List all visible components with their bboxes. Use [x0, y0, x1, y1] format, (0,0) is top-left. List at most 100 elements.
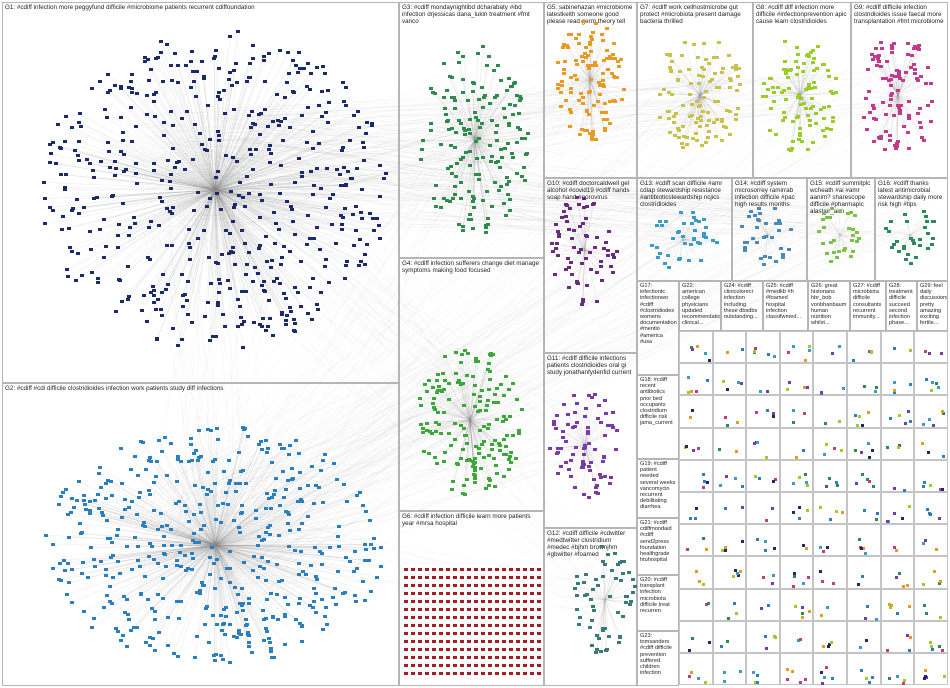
node[interactable]	[889, 416, 893, 420]
node-g1[interactable]	[296, 50, 301, 54]
node-g8[interactable]	[790, 119, 795, 123]
node-g3[interactable]	[479, 85, 484, 89]
node-g1[interactable]	[158, 51, 163, 55]
node-g1[interactable]	[262, 79, 267, 83]
node[interactable]	[897, 414, 901, 418]
node-g1[interactable]	[377, 163, 382, 167]
node-g1[interactable]	[176, 80, 181, 84]
node[interactable]	[897, 445, 901, 449]
node-g2[interactable]	[214, 426, 219, 430]
node-g3[interactable]	[506, 193, 511, 197]
node-g2[interactable]	[192, 512, 197, 516]
node-g1[interactable]	[111, 193, 116, 197]
node-g8[interactable]	[801, 101, 806, 105]
node-g1[interactable]	[70, 208, 75, 212]
node-g1[interactable]	[227, 232, 232, 236]
node-g12[interactable]	[604, 647, 609, 651]
node[interactable]	[804, 480, 808, 484]
node-g2[interactable]	[267, 640, 272, 644]
node-g2[interactable]	[63, 569, 68, 573]
node-g2[interactable]	[294, 617, 299, 621]
node[interactable]	[694, 517, 698, 521]
node-g2[interactable]	[297, 528, 302, 532]
node-g8[interactable]	[807, 119, 812, 123]
node[interactable]	[723, 549, 727, 553]
node-g5[interactable]	[575, 78, 580, 82]
node-g10[interactable]	[563, 214, 568, 218]
node-g1[interactable]	[268, 266, 273, 270]
node-g2[interactable]	[201, 524, 206, 528]
node-g1[interactable]	[293, 330, 298, 334]
node-g4[interactable]	[459, 353, 464, 357]
node-g1[interactable]	[282, 292, 287, 295]
node-g2[interactable]	[259, 555, 264, 559]
node-g8[interactable]	[820, 63, 825, 67]
small-group-cell[interactable]	[746, 620, 780, 653]
node-g13[interactable]	[681, 221, 686, 225]
node-g10[interactable]	[610, 270, 615, 274]
node-g1[interactable]	[170, 147, 175, 151]
node-g13[interactable]	[649, 244, 654, 248]
node-g8[interactable]	[796, 96, 801, 100]
group-panel-g27[interactable]: G27: #cdiff microbiota difficile consult…	[850, 281, 886, 331]
small-group-cell[interactable]	[847, 653, 881, 686]
node-g3[interactable]	[453, 184, 458, 188]
node-g2[interactable]	[153, 610, 158, 614]
node-g2[interactable]	[191, 531, 196, 535]
node[interactable]	[807, 345, 811, 349]
node-g4[interactable]	[495, 387, 500, 391]
node[interactable]	[792, 420, 796, 424]
node-g4[interactable]	[488, 352, 493, 356]
node-g4[interactable]	[487, 453, 492, 457]
node-g3[interactable]	[495, 124, 500, 128]
node-g5[interactable]	[592, 103, 597, 107]
node-g8[interactable]	[782, 59, 787, 63]
node-g1[interactable]	[145, 93, 150, 97]
node-g1[interactable]	[311, 130, 316, 134]
node-g2[interactable]	[87, 511, 92, 515]
node-g4[interactable]	[486, 426, 491, 430]
node-g2[interactable]	[97, 472, 102, 476]
node-g1[interactable]	[289, 309, 294, 313]
node-g1[interactable]	[175, 343, 180, 347]
node-g1[interactable]	[88, 248, 93, 252]
node-g1[interactable]	[233, 61, 238, 65]
node-g1[interactable]	[51, 209, 56, 213]
node[interactable]	[871, 448, 875, 452]
node[interactable]	[825, 605, 829, 609]
node-g1[interactable]	[160, 290, 165, 294]
node-g2[interactable]	[368, 590, 373, 594]
node-g2[interactable]	[214, 652, 219, 656]
node-g7[interactable]	[671, 120, 676, 124]
node-g2[interactable]	[118, 447, 123, 451]
node[interactable]	[874, 389, 878, 393]
node-g1[interactable]	[271, 334, 276, 338]
node-g2[interactable]	[227, 622, 232, 626]
node-g3[interactable]	[447, 199, 452, 203]
node[interactable]	[788, 380, 792, 384]
node-g2[interactable]	[371, 537, 376, 541]
small-group-cell[interactable]	[679, 620, 713, 653]
node[interactable]	[908, 420, 912, 424]
node-g1[interactable]	[279, 164, 284, 168]
node-g4[interactable]	[498, 383, 503, 387]
node-g11[interactable]	[556, 472, 561, 476]
node-g8[interactable]	[786, 76, 791, 80]
node-g1[interactable]	[357, 264, 362, 268]
node-g3[interactable]	[499, 147, 504, 151]
node-g2[interactable]	[323, 605, 328, 609]
node-g2[interactable]	[261, 608, 266, 612]
node-g4[interactable]	[464, 442, 469, 446]
node-g1[interactable]	[128, 226, 133, 230]
node-g8[interactable]	[806, 113, 811, 117]
node-g4[interactable]	[447, 381, 452, 385]
node-g1[interactable]	[201, 228, 206, 232]
node-g10[interactable]	[551, 249, 556, 253]
node-g1[interactable]	[268, 143, 273, 147]
node-g2[interactable]	[287, 453, 292, 457]
node-g5[interactable]	[583, 45, 588, 49]
node-g2[interactable]	[241, 561, 246, 565]
node-g1[interactable]	[105, 141, 110, 145]
node-g1[interactable]	[249, 110, 254, 114]
node-g3[interactable]	[498, 166, 503, 170]
